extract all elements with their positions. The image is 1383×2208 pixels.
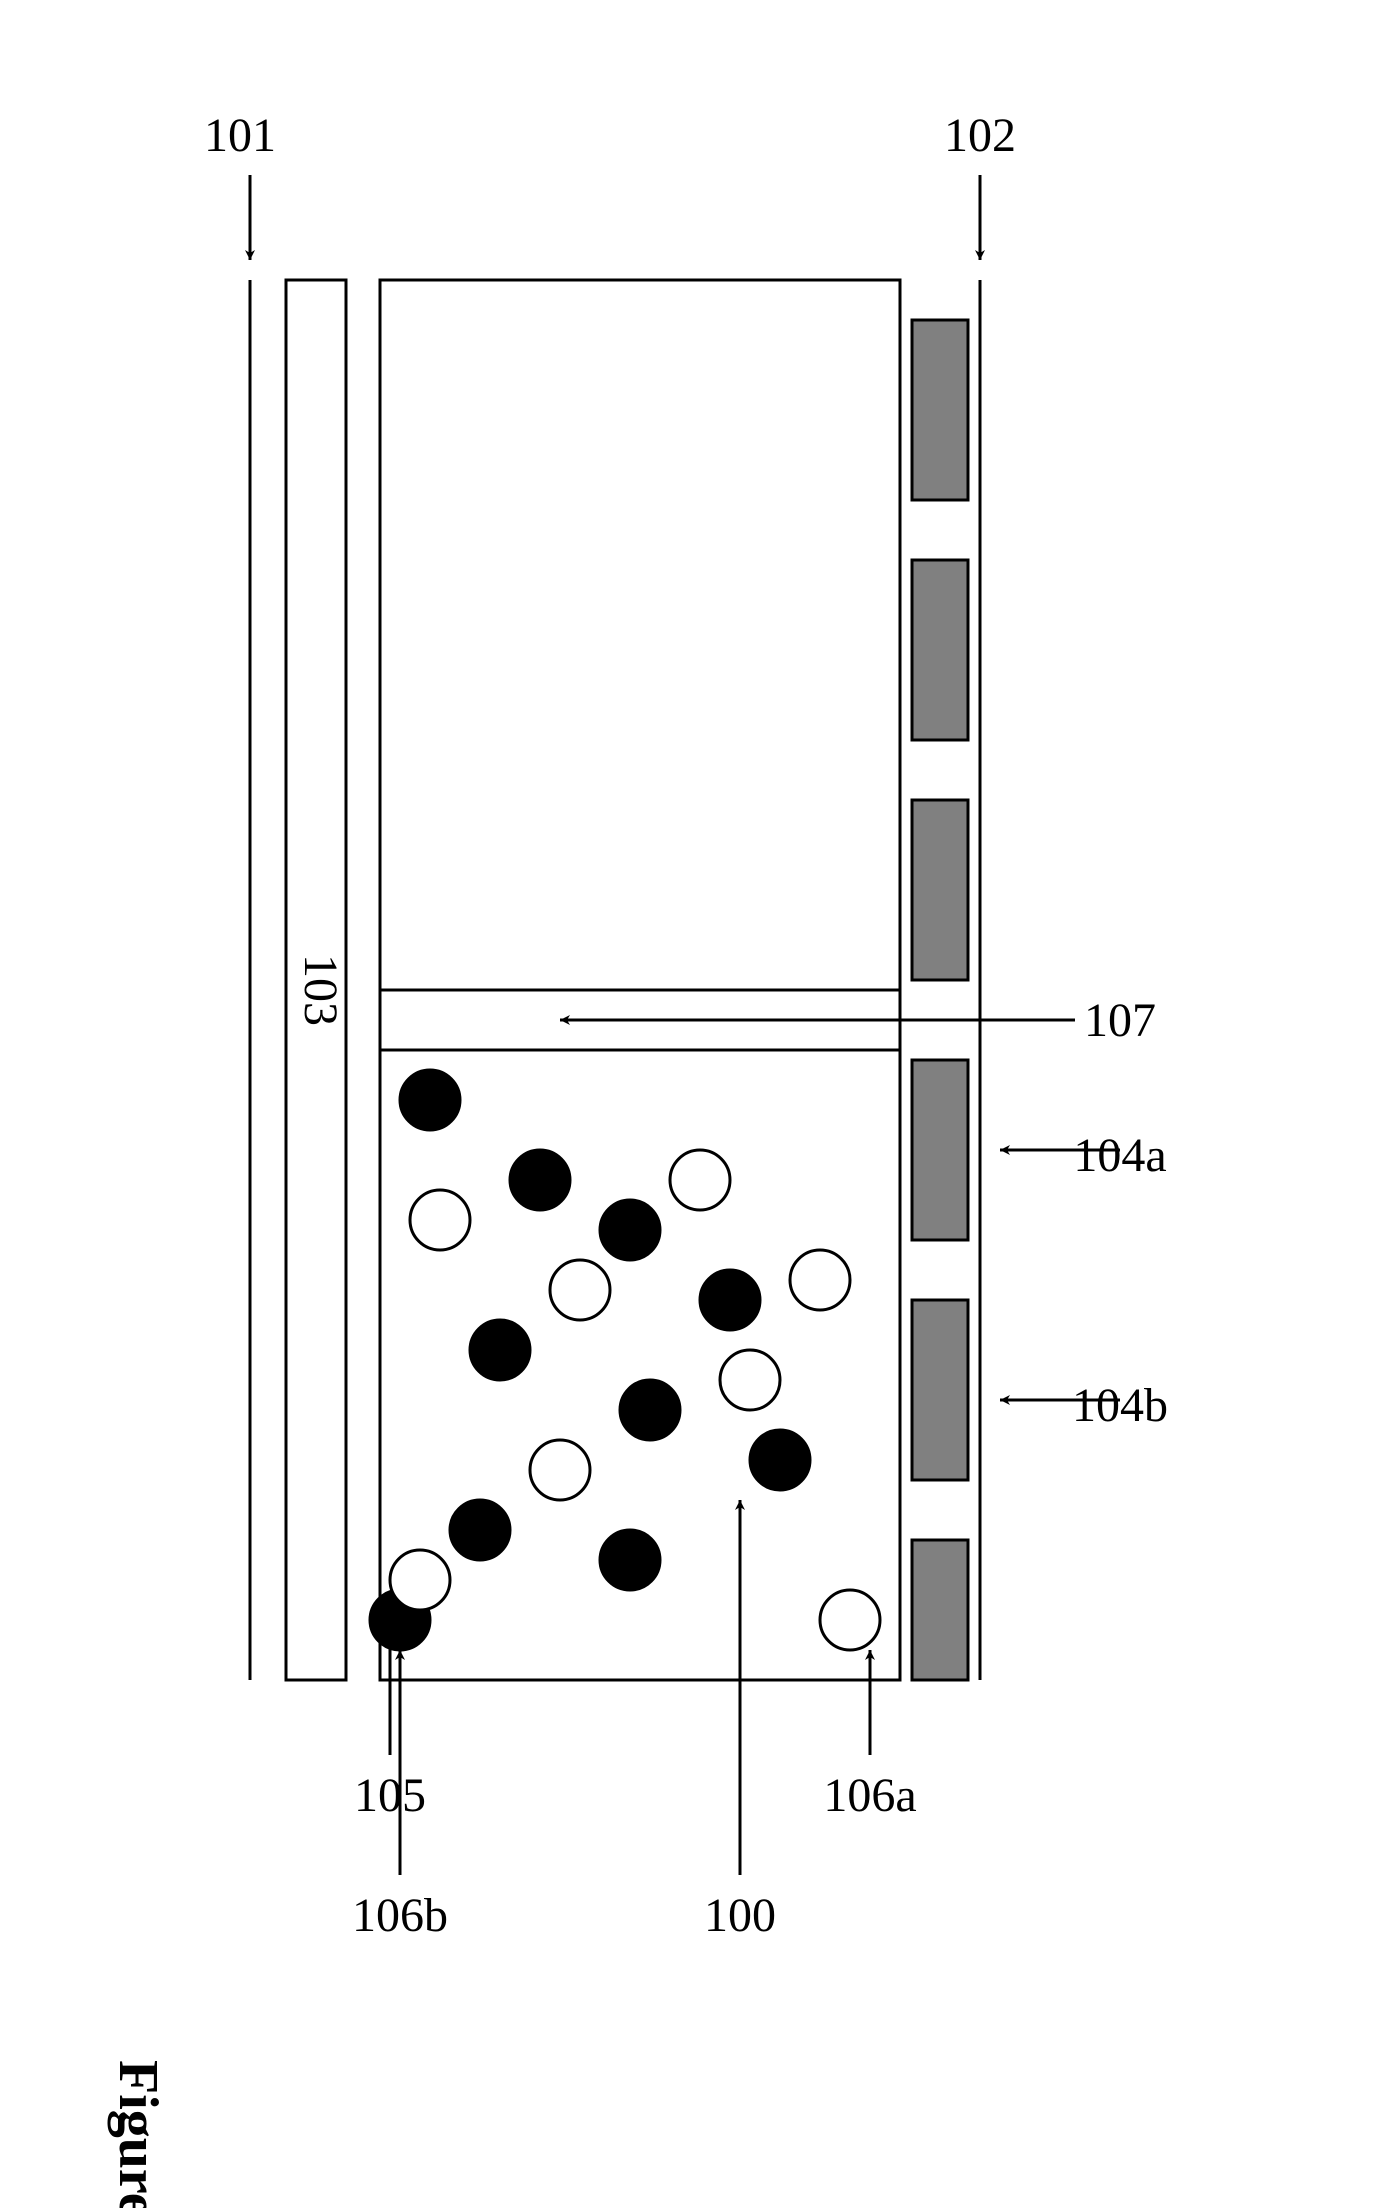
particle-white-6 — [390, 1550, 450, 1610]
particle-white-0 — [410, 1190, 470, 1250]
electrode-104-3 — [912, 1060, 968, 1240]
label-102: 102 — [944, 109, 1016, 162]
label-104a: 104a — [1073, 1129, 1166, 1182]
particle-white-3 — [720, 1350, 780, 1410]
label-107: 107 — [1084, 994, 1156, 1047]
container-100 — [380, 280, 900, 1680]
particle-black-4 — [620, 1380, 680, 1440]
particle-black-3 — [600, 1200, 660, 1260]
particle-black-1 — [510, 1150, 570, 1210]
particle-black-5 — [700, 1270, 760, 1330]
electrode-104-0 — [912, 320, 968, 500]
electrode-104-5 — [912, 1540, 968, 1680]
particle-black-8 — [600, 1530, 660, 1590]
particle-black-7 — [450, 1500, 510, 1560]
particle-white-4 — [530, 1440, 590, 1500]
particle-white-5 — [790, 1250, 850, 1310]
label-101: 101 — [204, 109, 276, 162]
electrode-104-4 — [912, 1300, 968, 1480]
electrode-104-2 — [912, 800, 968, 980]
particle-white-1 — [550, 1260, 610, 1320]
label-100: 100 — [704, 1889, 776, 1942]
label-103: 103 — [294, 954, 347, 1026]
particle-black-6 — [750, 1430, 810, 1490]
figure-caption: Figure 1a — [107, 2060, 169, 2208]
particle-white-2 — [670, 1150, 730, 1210]
particle-white-7 — [820, 1590, 880, 1650]
label-106b: 106b — [352, 1889, 448, 1942]
label-105: 105 — [354, 1769, 426, 1822]
label-106a: 106a — [823, 1769, 916, 1822]
particle-black-2 — [470, 1320, 530, 1380]
label-104b: 104b — [1072, 1379, 1168, 1432]
electrode-104-1 — [912, 560, 968, 740]
particle-black-0 — [400, 1070, 460, 1130]
